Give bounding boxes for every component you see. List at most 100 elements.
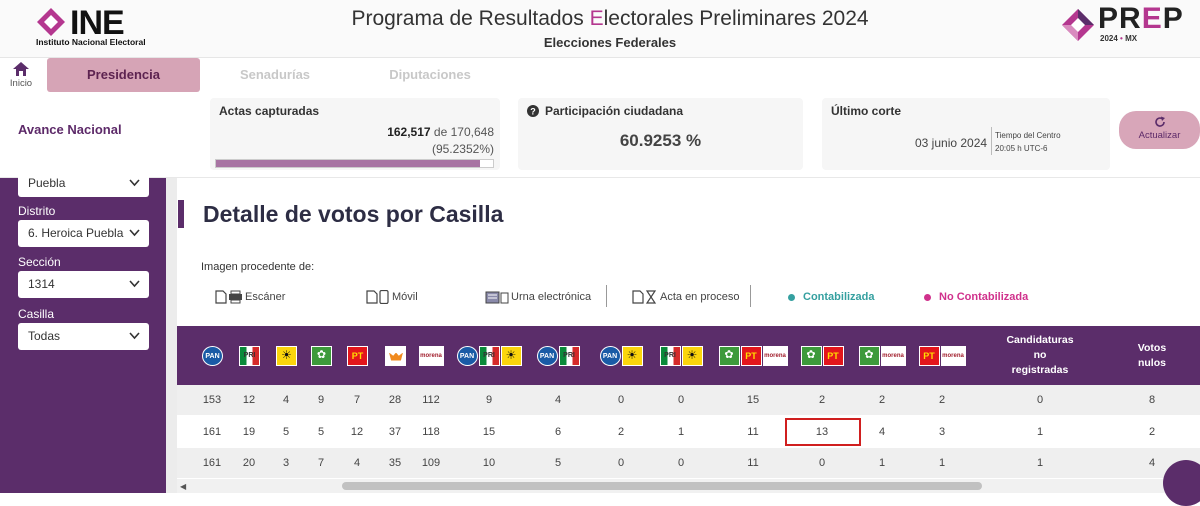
seccion-select[interactable]: 1314 [18,271,149,298]
table-cell: 153 [202,394,222,406]
table-cell: 12 [242,394,256,406]
seccion-label: Sección [18,255,61,269]
prep-logo[interactable]: PREP 2024 • MX [1060,3,1190,54]
table-cell: 2 [617,426,625,438]
col-pan-prd [595,326,647,385]
table-cell: 2 [878,394,886,406]
teal-dot-icon [788,293,795,301]
table-row[interactable]: 161 19 5 5 12 37 118 15 6 2 1 11 13 4 3 1 2 [177,417,1200,447]
ine-logo[interactable]: INE Instituto Nacional Electoral [36,5,166,47]
table-cell: 7 [353,394,361,406]
legend-movil-label: Móvil [392,291,418,303]
scroll-left-icon[interactable]: ◀ [180,482,187,491]
horizontal-scrollbar[interactable]: ◀ [177,479,1200,493]
table-cell: 0 [1036,394,1044,406]
col-pri [237,326,262,385]
table-cell: 9 [317,394,325,406]
pvem-logo-icon [800,345,822,366]
avance-nacional-link[interactable]: Avance Nacional [18,122,122,137]
col-morena [416,326,446,385]
corte-divider [991,127,992,155]
ine-subtitle: Instituto Nacional Electoral [36,37,146,47]
col-pvem-pt-morena [713,326,793,385]
table-cell: 109 [421,457,441,469]
corte-timezone: Tiempo del Centro [995,131,1061,140]
table-cell: 5 [317,426,325,438]
table-cell: 1 [1036,426,1044,438]
pt-logo-icon [347,345,368,366]
col-pt-morena [914,326,970,385]
casilla-select[interactable]: Todas [18,323,149,350]
tab-senadurias[interactable]: Senadurías [239,67,311,82]
col-nulos: Votos nulos [1112,326,1192,385]
help-icon[interactable]: ? [527,105,539,117]
no-registradas-line2: no [1033,349,1047,361]
no-registradas-header: Candidaturas no registradas [1006,333,1073,378]
table-cell: 7 [317,457,325,469]
legend-no-contabilizada-label: No Contabilizada [939,291,1029,303]
help-chat-button[interactable] [1163,460,1200,506]
home-button[interactable]: Inicio [6,62,36,94]
pt-logo-icon [740,345,762,366]
legend-scanner-label: Escáner [245,291,286,303]
table-cell: 161 [202,457,222,469]
col-pan-pri-prd [451,326,527,385]
actas-progress-bar [215,159,494,168]
col-pan [200,326,225,385]
nulos-line2: nulos [1137,356,1166,369]
title-pre: Programa de Resultados [351,7,590,30]
table-cell: 15 [746,394,760,406]
table-cell: 1 [878,457,886,469]
page-title: Programa de Resultados Electorales Preli… [240,7,980,31]
casilla-value: Todas [28,329,61,343]
tab-presidencia[interactable]: Presidencia [47,58,200,92]
pvem-logo-icon [311,345,332,366]
seccion-value: 1314 [28,277,55,291]
pri-logo-icon [239,345,260,366]
corte-card: Último corte 03 junio 2024 Tiempo del Ce… [822,98,1110,170]
pan-logo-icon [202,345,223,366]
filters-sidebar: Puebla Distrito 6. Heroica Puebla Secció… [0,170,166,493]
prep-accent: E [1141,2,1163,35]
actas-card: Actas capturadas 162,517 de 170,648 (95.… [210,98,500,170]
table-row[interactable]: 153 12 4 9 7 28 112 9 4 0 0 15 2 2 2 0 8 [177,385,1200,415]
table-cell: 5 [282,426,290,438]
actas-percent: (95.2352%) [431,142,494,156]
casilla-label: Casilla [18,307,55,321]
prd-logo-icon [500,345,522,366]
morena-logo-icon [880,345,906,366]
table-cell: 1 [1036,457,1044,469]
svg-text:?: ? [530,107,536,117]
prep-post: P [1162,2,1184,35]
prep-year: 2024 • MX [1100,34,1137,43]
table-cell: 4 [878,426,886,438]
prep-wordmark: PREP [1098,3,1184,35]
col-no-registradas: Candidaturas no registradas [985,326,1095,385]
legend-scanner: Escáner [215,289,285,305]
table-cell: 161 [202,426,222,438]
tab-diputaciones[interactable]: Diputaciones [389,67,471,82]
legend-divider [750,285,751,307]
participacion-card: ? Participación ciudadana 60.9253 % [518,98,803,170]
participacion-value: 60.9253 % [619,131,702,150]
actas-title: Actas capturadas [219,104,320,118]
legend-contabilizada-label: Contabilizada [803,291,875,303]
distrito-select[interactable]: 6. Heroica Puebla [18,220,149,247]
table-cell: 112 [422,394,440,406]
scrollbar-thumb[interactable] [342,482,982,490]
estado-select[interactable]: Puebla [18,170,149,197]
title-post: lectorales Preliminares 2024 [603,7,869,30]
morena-logo-icon [940,345,966,366]
legend-no-contabilizada: No Contabilizada [924,289,1028,305]
table-cell: 11 [747,426,759,438]
chevron-down-icon [129,229,140,237]
table-cell: 1 [677,426,685,438]
table-row[interactable]: 161 20 3 7 4 35 109 10 5 0 0 11 0 1 1 1 4 [177,448,1200,478]
table-cell: 118 [422,426,440,438]
prep-dot: • [1120,34,1123,43]
magenta-dot-icon [924,293,931,301]
actas-captured: 162,517 [387,125,431,139]
prd-logo-icon [276,345,297,366]
refresh-button[interactable]: Actualizar [1119,111,1200,149]
navbar: Inicio Presidencia Senadurías Diputacion… [0,58,1200,94]
